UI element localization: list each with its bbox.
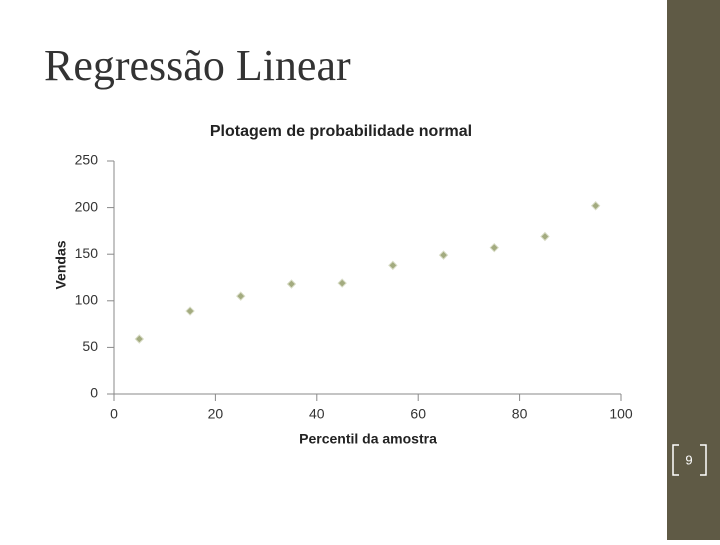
point [286, 279, 297, 289]
point [134, 334, 145, 344]
x-tick-label: 0 [110, 406, 118, 422]
x-tick-label: 80 [512, 406, 528, 422]
page-number: 9 [685, 452, 692, 467]
page-bracket [672, 444, 707, 476]
y-tick-label: 250 [75, 152, 99, 168]
x-axis-label: Percentil da amostra [299, 431, 437, 447]
sidebar [667, 0, 720, 540]
y-tick-label: 200 [75, 198, 99, 214]
x-tick-label: 20 [208, 406, 224, 422]
y-tick-label: 100 [75, 292, 99, 308]
point [236, 291, 246, 301]
point [438, 250, 449, 260]
point [489, 242, 499, 253]
x-tick-label: 40 [309, 406, 325, 422]
x-tick-label: 60 [410, 406, 426, 422]
y-tick-label: 0 [90, 385, 98, 401]
y-axis-label: Vendas [53, 240, 69, 289]
slide-title: Regressão Linear [44, 41, 351, 90]
y-tick-label: 50 [82, 338, 98, 354]
point [337, 278, 347, 288]
point [590, 201, 601, 211]
x-tick-label: 100 [609, 406, 633, 422]
y-tick-label: 150 [75, 245, 99, 261]
chart-title: Plotagem de probabilidade normal [210, 123, 472, 140]
point [388, 260, 398, 271]
point [185, 306, 195, 316]
point [540, 231, 550, 242]
